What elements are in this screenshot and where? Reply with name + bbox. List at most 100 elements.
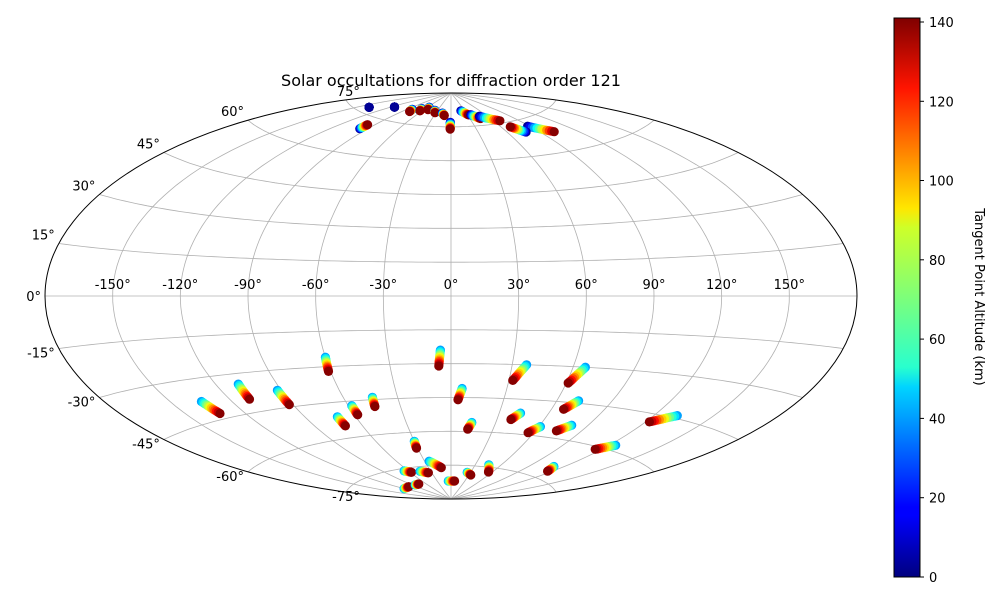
lon-tick-label: -150°: [95, 278, 131, 293]
data-point: [405, 106, 415, 117]
data-point: [215, 408, 225, 419]
occultation-track: [523, 121, 559, 137]
data-point: [445, 124, 455, 134]
occultation-track: [445, 117, 455, 134]
data-point: [543, 466, 553, 476]
graticule: [45, 93, 857, 499]
data-point: [463, 424, 473, 434]
lat-tick-label: -45°: [132, 438, 160, 453]
occultation-track: [233, 379, 255, 404]
data-point: [450, 476, 460, 486]
lon-tick-label: 60°: [575, 278, 598, 293]
lat-tick-label: 15°: [32, 229, 55, 244]
occultation-track: [410, 479, 424, 490]
data-point: [363, 120, 373, 130]
lat-tick-label: 75°: [337, 85, 360, 100]
data-point: [453, 395, 463, 405]
parallel-3: [99, 363, 803, 398]
occultation-points: [196, 102, 682, 494]
lon-tick-label: -60°: [302, 278, 330, 293]
occultation-track: [505, 122, 531, 137]
colorbar-tick-label: 60: [929, 333, 946, 348]
occultation-track: [474, 111, 505, 126]
occultation-track: [563, 362, 591, 388]
data-point: [505, 122, 515, 132]
occultation-track: [551, 420, 577, 436]
colorbar: 0 20 40 60 80 100 120 140 Tangent Point Altitud…: [893, 16, 986, 586]
occultation-track: [347, 401, 363, 420]
data-point: [389, 102, 400, 112]
lon-tick-label: -90°: [234, 278, 262, 293]
data-point: [559, 404, 569, 414]
map-area: -150° -120° -90° -60° -30° 0° 30° 60° 90° 120° 150…: [26, 85, 858, 505]
lat-tick-label: 60°: [221, 105, 244, 120]
occultation-track: [332, 412, 350, 431]
occultation-track: [434, 345, 445, 371]
occultation-track: [364, 102, 374, 112]
parallel-9: [247, 119, 655, 162]
colorbar-tick-label: 0: [929, 571, 937, 586]
latitude-tick-labels: -75° -60° -45° -30° -15° 0° 15° 30° 45° 60° 75°: [26, 85, 360, 505]
occultation-track: [320, 352, 334, 376]
data-point: [340, 421, 350, 431]
data-point: [414, 479, 424, 489]
colorbar-tick-label: 100: [929, 175, 954, 190]
lat-tick-label: -30°: [68, 396, 96, 411]
data-point: [364, 102, 374, 112]
occultation-track: [415, 104, 427, 116]
data-point: [523, 428, 533, 438]
parallel-6: [58, 243, 844, 263]
data-point: [430, 108, 440, 118]
occultation-track: [483, 460, 494, 477]
data-point: [549, 127, 559, 137]
lon-tick-label: -30°: [369, 278, 397, 293]
data-point: [590, 444, 600, 454]
data-point: [563, 378, 573, 388]
occultation-track: [437, 108, 449, 121]
lon-tick-label: 120°: [706, 278, 737, 293]
lon-tick-label: -120°: [162, 278, 198, 293]
parallel-0: [345, 464, 557, 493]
data-point: [506, 414, 516, 425]
data-point: [323, 366, 334, 376]
parallel-7: [99, 194, 803, 229]
colorbar-tick-label: 140: [929, 16, 954, 31]
lat-tick-label: -60°: [216, 470, 244, 485]
colorbar-gradient: [893, 17, 921, 578]
data-point: [423, 468, 433, 478]
occultation-track: [443, 476, 460, 486]
occultation-track: [355, 120, 373, 134]
parallel-8: [163, 152, 739, 195]
occultation-track: [523, 422, 546, 438]
occultation-track: [543, 461, 559, 476]
occultation-track: [405, 104, 417, 117]
data-point: [439, 110, 449, 121]
occultation-track: [424, 456, 446, 473]
lon-tick-label: 150°: [774, 278, 805, 293]
colorbar-tick-label: 40: [929, 412, 946, 427]
occultation-track: [559, 396, 584, 414]
occultation-track: [463, 417, 477, 434]
lon-tick-label: 90°: [642, 278, 665, 293]
lat-tick-label: 30°: [72, 180, 95, 195]
occultation-track: [272, 385, 294, 410]
map-boundary: [44, 92, 858, 500]
occultation-track: [644, 411, 682, 427]
data-point: [370, 401, 380, 412]
occultation-track: [389, 102, 400, 112]
data-point: [466, 470, 476, 480]
longitude-tick-labels: -150° -120° -90° -60° -30° 0° 30° 60° 90° 120° 150…: [95, 278, 805, 293]
occultation-track: [508, 360, 532, 385]
data-point: [423, 105, 433, 115]
colorbar-ticks: 0 20 40 60 80 100 120 140: [920, 16, 954, 586]
lat-tick-label: -75°: [332, 490, 360, 505]
data-point: [415, 106, 425, 116]
lon-tick-label: 30°: [507, 278, 530, 293]
data-point: [353, 410, 363, 420]
occultation-track: [415, 466, 433, 478]
colorbar-tick-label: 80: [929, 254, 946, 269]
data-point: [483, 467, 494, 477]
occultation-track: [462, 467, 476, 480]
occultation-track: [399, 466, 417, 477]
occultation-track: [430, 105, 440, 118]
